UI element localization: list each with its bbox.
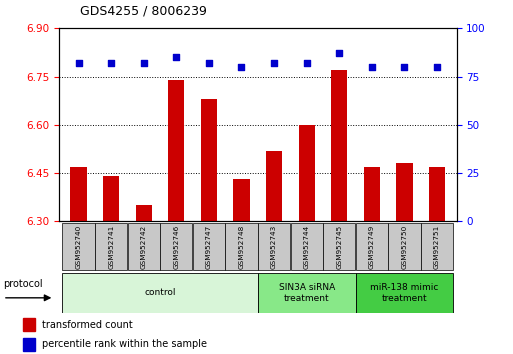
Bar	[266, 150, 282, 221]
Bar	[201, 99, 217, 221]
Text: GSM952740: GSM952740	[75, 225, 82, 269]
FancyBboxPatch shape	[323, 223, 356, 270]
Point	[172, 55, 181, 60]
Bar	[23, 318, 35, 331]
FancyBboxPatch shape	[128, 223, 160, 270]
FancyBboxPatch shape	[95, 223, 127, 270]
FancyBboxPatch shape	[388, 223, 421, 270]
Bar	[135, 205, 152, 221]
Text: control: control	[144, 289, 176, 297]
Text: GSM952747: GSM952747	[206, 225, 212, 269]
FancyBboxPatch shape	[160, 223, 192, 270]
FancyBboxPatch shape	[258, 273, 356, 313]
Text: protocol: protocol	[3, 279, 43, 289]
Text: GDS4255 / 8006239: GDS4255 / 8006239	[80, 5, 206, 18]
Text: GSM952741: GSM952741	[108, 225, 114, 269]
FancyBboxPatch shape	[193, 223, 225, 270]
FancyBboxPatch shape	[290, 223, 323, 270]
Bar	[364, 167, 380, 221]
Text: GSM952749: GSM952749	[369, 225, 375, 269]
Bar	[103, 176, 120, 221]
Bar	[23, 338, 35, 351]
Text: GSM952750: GSM952750	[402, 225, 407, 269]
Point	[140, 60, 148, 66]
Point	[270, 60, 278, 66]
Text: SIN3A siRNA
treatment: SIN3A siRNA treatment	[279, 283, 335, 303]
Point	[205, 60, 213, 66]
FancyBboxPatch shape	[62, 273, 258, 313]
Text: GSM952745: GSM952745	[336, 225, 342, 269]
FancyBboxPatch shape	[356, 273, 453, 313]
Point	[335, 51, 343, 56]
Text: transformed count: transformed count	[42, 320, 133, 330]
Point	[433, 64, 441, 70]
Text: GSM952746: GSM952746	[173, 225, 180, 269]
Point	[107, 60, 115, 66]
Point	[303, 60, 311, 66]
Text: GSM952748: GSM952748	[239, 225, 245, 269]
Text: percentile rank within the sample: percentile rank within the sample	[42, 339, 207, 349]
FancyBboxPatch shape	[258, 223, 290, 270]
FancyBboxPatch shape	[63, 223, 95, 270]
Point	[238, 64, 246, 70]
FancyBboxPatch shape	[421, 223, 453, 270]
FancyBboxPatch shape	[356, 223, 388, 270]
Bar	[299, 125, 315, 221]
Bar	[233, 179, 250, 221]
Point	[368, 64, 376, 70]
Bar	[331, 70, 347, 221]
Text: GSM952742: GSM952742	[141, 225, 147, 269]
Bar	[168, 80, 185, 221]
FancyBboxPatch shape	[225, 223, 258, 270]
Bar	[396, 163, 412, 221]
Text: GSM952743: GSM952743	[271, 225, 277, 269]
Text: miR-138 mimic
treatment: miR-138 mimic treatment	[370, 283, 439, 303]
Text: GSM952751: GSM952751	[434, 225, 440, 269]
Bar	[429, 167, 445, 221]
Point	[400, 64, 408, 70]
Point	[74, 60, 83, 66]
Bar	[70, 167, 87, 221]
Text: GSM952744: GSM952744	[304, 225, 310, 269]
